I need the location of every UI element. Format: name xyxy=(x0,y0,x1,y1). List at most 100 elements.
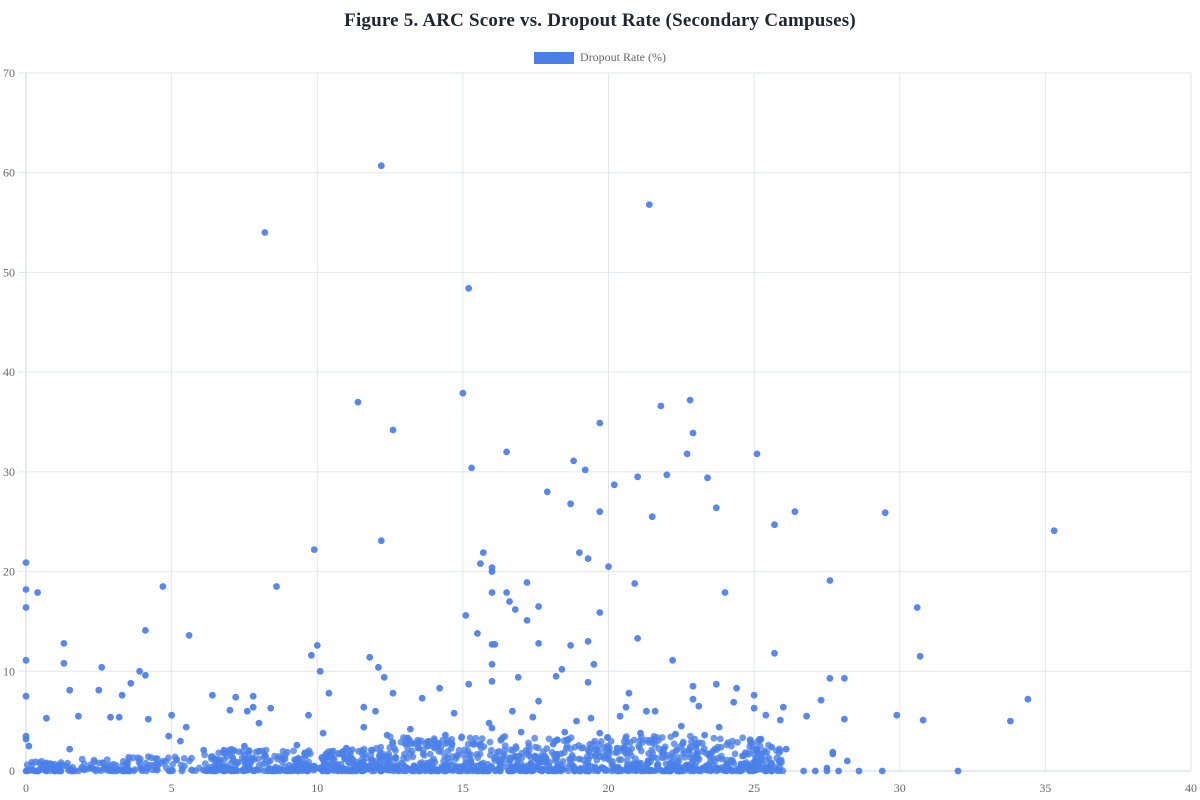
data-point[interactable] xyxy=(43,714,50,722)
data-point[interactable] xyxy=(954,767,962,775)
data-point[interactable] xyxy=(517,728,525,736)
data-point[interactable] xyxy=(226,706,234,714)
data-point[interactable] xyxy=(762,711,770,719)
data-point[interactable] xyxy=(645,201,653,209)
data-point[interactable] xyxy=(791,508,799,516)
data-point[interactable] xyxy=(622,703,630,711)
data-point[interactable] xyxy=(689,429,697,437)
data-point[interactable] xyxy=(407,725,414,733)
data-point[interactable] xyxy=(576,549,583,556)
data-point[interactable] xyxy=(509,707,516,715)
data-point[interactable] xyxy=(750,704,758,712)
data-point[interactable] xyxy=(249,692,257,700)
data-point[interactable] xyxy=(118,691,126,699)
data-point[interactable] xyxy=(669,656,676,664)
data-point[interactable] xyxy=(730,698,738,706)
data-point[interactable] xyxy=(672,730,679,738)
data-point[interactable] xyxy=(916,652,924,660)
data-point[interactable] xyxy=(768,767,775,775)
data-point[interactable] xyxy=(596,729,604,737)
data-point[interactable] xyxy=(243,707,251,715)
data-point[interactable] xyxy=(477,560,484,567)
data-point[interactable] xyxy=(60,640,68,647)
data-point[interactable] xyxy=(1007,717,1014,725)
data-point[interactable] xyxy=(683,761,691,769)
data-point[interactable] xyxy=(450,709,458,717)
data-point[interactable] xyxy=(779,703,787,711)
data-point[interactable] xyxy=(313,642,321,649)
data-point[interactable] xyxy=(360,703,368,711)
data-point[interactable] xyxy=(310,546,318,553)
data-point[interactable] xyxy=(511,606,519,613)
data-point[interactable] xyxy=(561,728,569,736)
data-point[interactable] xyxy=(695,702,703,710)
data-point[interactable] xyxy=(610,481,618,489)
data-point[interactable] xyxy=(535,640,542,647)
data-point[interactable] xyxy=(573,717,580,725)
data-point[interactable] xyxy=(491,641,499,648)
data-point[interactable] xyxy=(843,757,851,765)
data-point[interactable] xyxy=(468,464,475,472)
data-point[interactable] xyxy=(267,704,275,712)
data-point[interactable] xyxy=(514,673,522,681)
data-point[interactable] xyxy=(712,680,720,688)
data-point[interactable] xyxy=(22,735,30,743)
data-point[interactable] xyxy=(590,660,598,668)
data-point[interactable] xyxy=(753,450,761,458)
data-point[interactable] xyxy=(69,767,76,775)
data-point[interactable] xyxy=(782,745,790,753)
data-point[interactable] xyxy=(389,689,397,697)
data-point[interactable] xyxy=(488,677,496,685)
data-point[interactable] xyxy=(616,712,624,720)
data-point[interactable] xyxy=(459,389,467,397)
data-point[interactable] xyxy=(1050,527,1058,535)
data-point[interactable] xyxy=(841,715,848,723)
data-point[interactable] xyxy=(22,586,30,593)
data-point[interactable] xyxy=(200,746,208,754)
data-point[interactable] xyxy=(596,609,604,616)
data-point[interactable] xyxy=(249,703,257,711)
data-point[interactable] xyxy=(567,642,574,649)
legend[interactable]: Dropout Rate (%) xyxy=(0,50,1200,65)
data-point[interactable] xyxy=(57,767,65,775)
data-point[interactable] xyxy=(66,745,74,753)
data-point[interactable] xyxy=(704,474,711,482)
data-point[interactable] xyxy=(261,229,269,236)
data-point[interactable] xyxy=(220,746,228,754)
data-point[interactable] xyxy=(209,691,216,699)
data-point[interactable] xyxy=(817,696,825,704)
data-point[interactable] xyxy=(535,697,542,705)
data-point[interactable] xyxy=(733,684,740,692)
data-point[interactable] xyxy=(823,767,831,775)
data-point[interactable] xyxy=(721,589,729,596)
data-point[interactable] xyxy=(319,729,327,737)
data-point[interactable] xyxy=(753,745,761,753)
data-point[interactable] xyxy=(660,745,668,753)
data-point[interactable] xyxy=(465,285,473,292)
data-point[interactable] xyxy=(465,680,473,688)
data-point[interactable] xyxy=(98,663,106,671)
data-point[interactable] xyxy=(613,744,621,752)
data-point[interactable] xyxy=(878,767,886,775)
data-point[interactable] xyxy=(75,712,82,720)
legend-swatch[interactable] xyxy=(534,51,574,64)
data-point[interactable] xyxy=(511,753,519,761)
data-point[interactable] xyxy=(643,707,650,715)
data-point[interactable] xyxy=(436,684,443,692)
data-point[interactable] xyxy=(168,711,176,719)
data-point[interactable] xyxy=(142,671,149,679)
data-point[interactable] xyxy=(255,719,263,727)
data-point[interactable] xyxy=(462,612,470,619)
data-point[interactable] xyxy=(768,743,775,751)
data-point[interactable] xyxy=(1024,695,1032,703)
data-point[interactable] xyxy=(442,731,449,739)
data-point[interactable] xyxy=(503,448,510,456)
data-point[interactable] xyxy=(107,713,114,721)
data-point[interactable] xyxy=(485,719,493,727)
data-point[interactable] xyxy=(343,744,350,752)
data-point[interactable] xyxy=(506,598,513,605)
data-point[interactable] xyxy=(771,521,778,529)
data-point[interactable] xyxy=(677,722,685,730)
data-point[interactable] xyxy=(354,398,362,406)
data-point[interactable] xyxy=(587,714,595,722)
